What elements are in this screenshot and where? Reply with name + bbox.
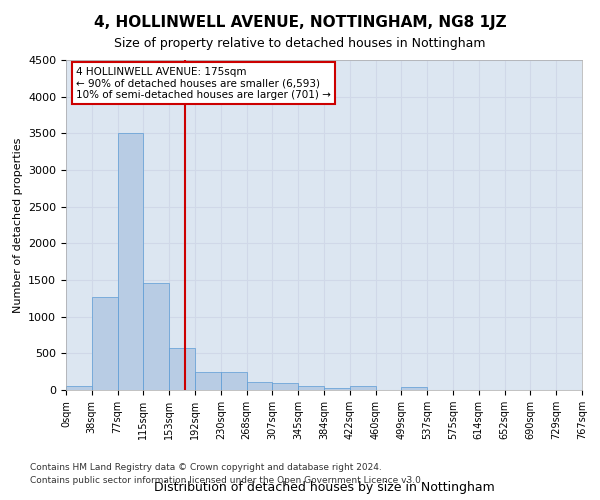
Bar xyxy=(272,384,298,390)
Bar xyxy=(143,283,169,390)
Text: 4, HOLLINWELL AVENUE, NOTTINGHAM, NG8 1JZ: 4, HOLLINWELL AVENUE, NOTTINGHAM, NG8 1J… xyxy=(94,15,506,30)
X-axis label: Distribution of detached houses by size in Nottingham: Distribution of detached houses by size … xyxy=(154,481,494,494)
Bar xyxy=(350,386,376,390)
Y-axis label: Number of detached properties: Number of detached properties xyxy=(13,138,23,312)
Bar xyxy=(401,386,427,390)
Bar xyxy=(324,388,350,390)
Bar xyxy=(92,297,118,390)
Text: Contains HM Land Registry data © Crown copyright and database right 2024.: Contains HM Land Registry data © Crown c… xyxy=(30,462,382,471)
Text: Contains public sector information licensed under the Open Government Licence v3: Contains public sector information licen… xyxy=(30,476,424,485)
Bar xyxy=(169,348,195,390)
Bar xyxy=(221,372,247,390)
Bar xyxy=(118,134,143,390)
Bar xyxy=(66,386,92,390)
Bar xyxy=(298,386,324,390)
Text: 4 HOLLINWELL AVENUE: 175sqm
← 90% of detached houses are smaller (6,593)
10% of : 4 HOLLINWELL AVENUE: 175sqm ← 90% of det… xyxy=(76,66,331,100)
Text: Size of property relative to detached houses in Nottingham: Size of property relative to detached ho… xyxy=(114,38,486,51)
Bar xyxy=(195,372,221,390)
Bar xyxy=(247,382,272,390)
